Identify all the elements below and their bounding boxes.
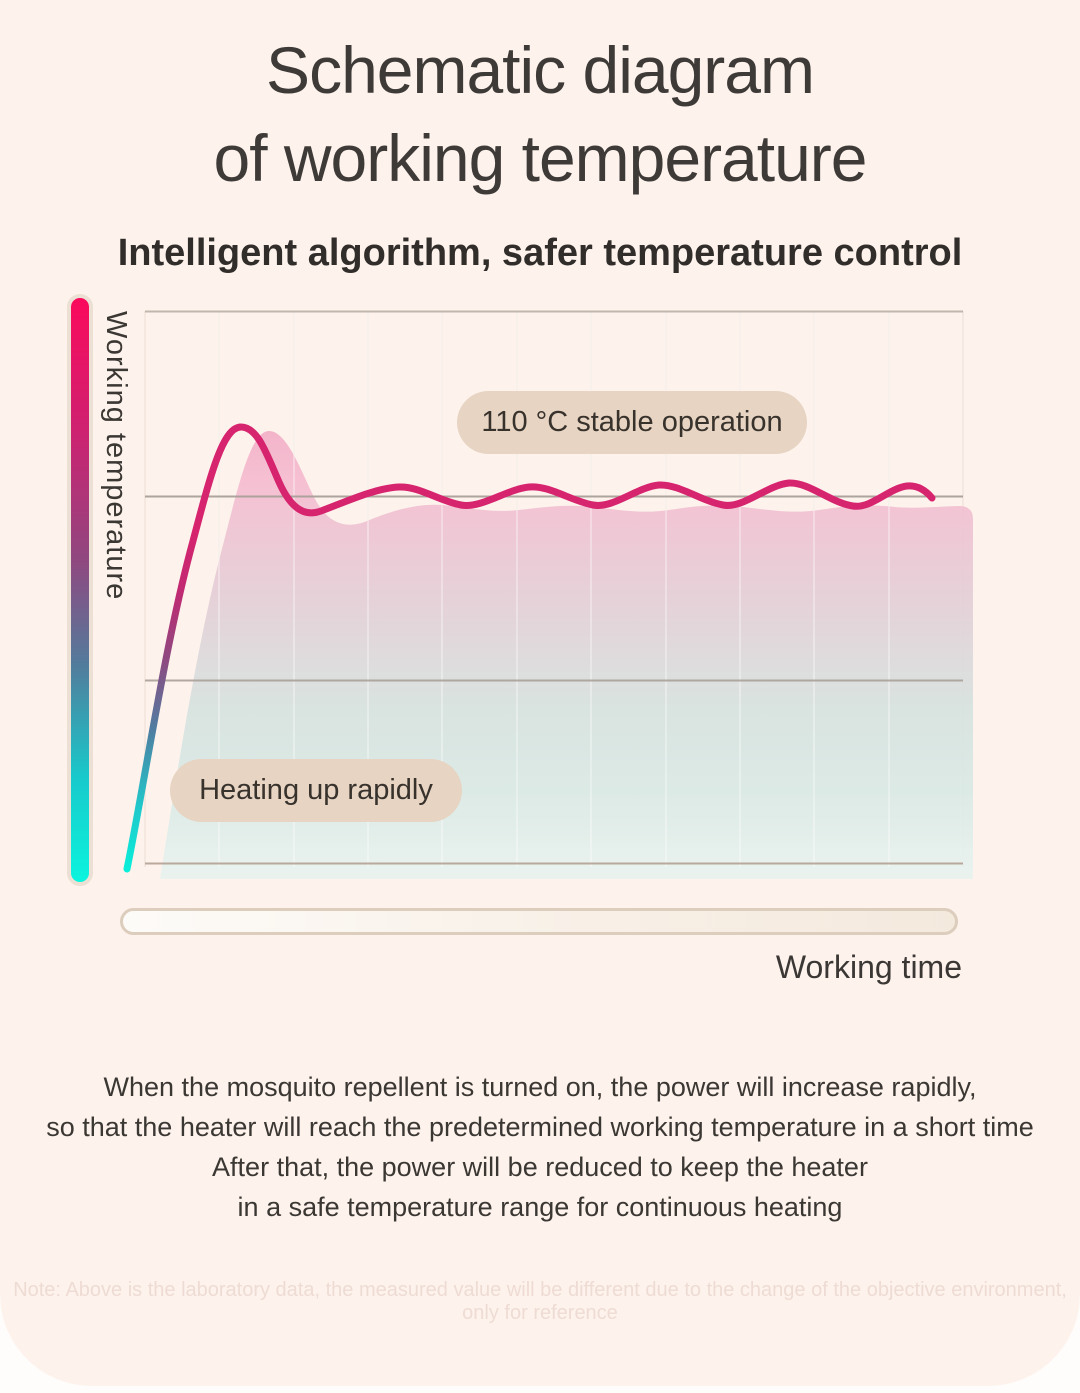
page-title-line2: of working temperature [213,121,868,195]
temperature-curve [123,423,936,873]
description-line: so that the heater will reach the predet… [46,1112,1034,1142]
description-line: When the mosquito repellent is turned on… [103,1072,977,1102]
footnote: Note: Above is the laboratory data, the … [13,1279,1067,1324]
heating-rapidly-badge: Heating up rapidly [170,759,462,822]
stable-operation-label: 110 °C stable operation [481,406,783,438]
page-subtitle: Intelligent algorithm, safer temperature… [117,232,963,274]
description-line: in a safe temperature range for continuo… [237,1192,843,1222]
temperature-chart: Working temperature [0,291,1080,1003]
description-line: After that, the power will be reduced to… [212,1152,868,1182]
y-axis-gradient-bar [67,294,93,886]
page-title: Schematic diagram of working temperature [0,0,1080,202]
x-axis-bar [120,908,958,935]
page-title-line1: Schematic diagram [266,33,815,107]
heating-rapidly-label: Heating up rapidly [199,774,433,806]
x-axis-label: Working time [775,949,962,985]
stable-operation-badge: 110 °C stable operation [457,391,807,454]
y-axis-label: Working temperature [100,311,132,601]
description-paragraph: When the mosquito repellent is turned on… [0,1067,1080,1227]
